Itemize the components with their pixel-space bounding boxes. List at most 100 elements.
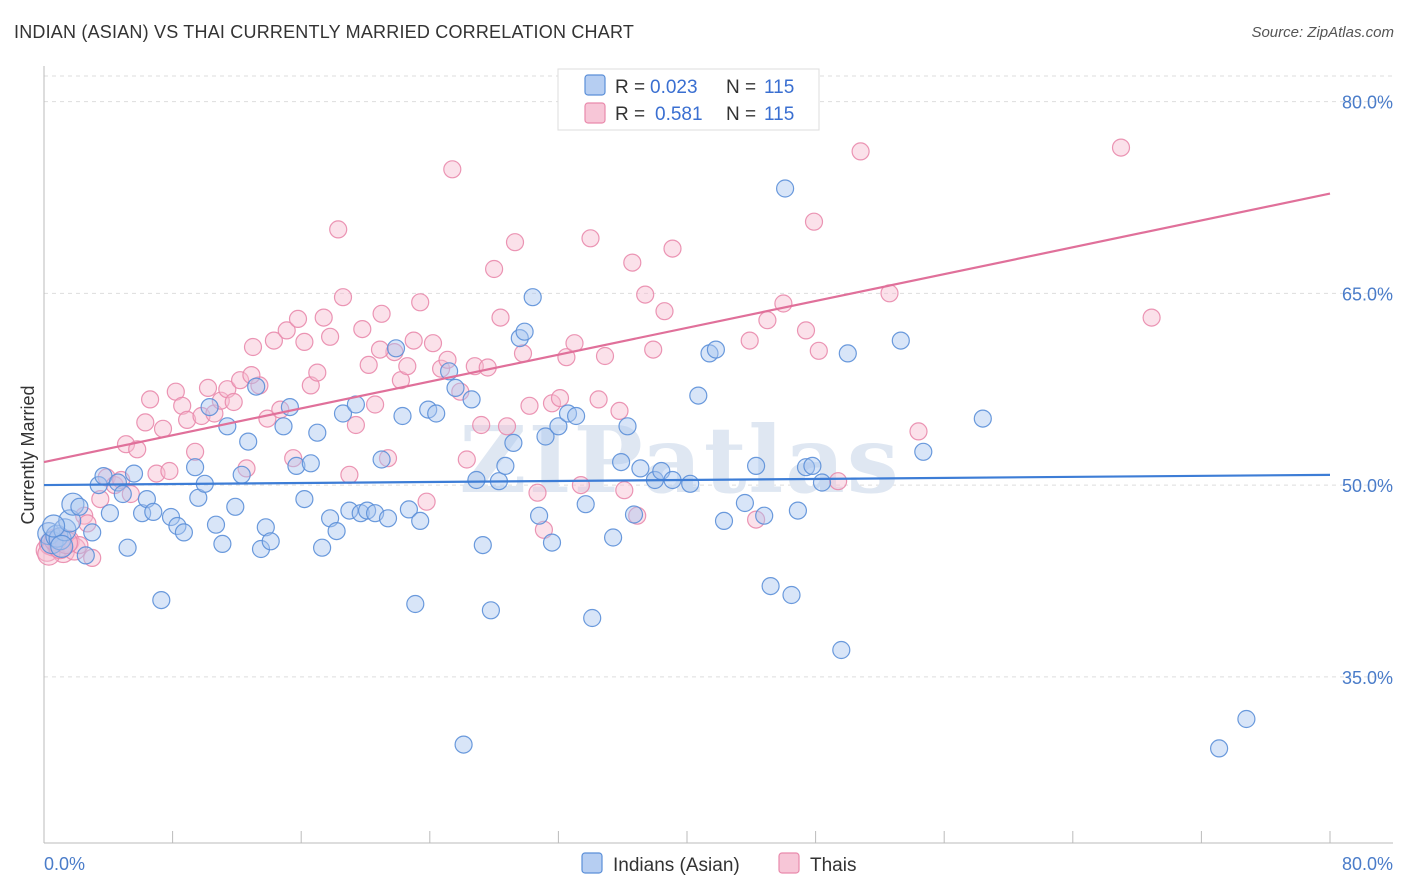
indians-point	[603, 528, 623, 547]
indians-point	[308, 423, 327, 442]
indians-point	[566, 406, 586, 426]
indians-point	[427, 404, 446, 423]
indians-points	[37, 179, 1256, 758]
indians-point	[618, 417, 637, 436]
thais-point	[141, 390, 160, 409]
indians-point	[76, 546, 95, 565]
indians-point	[529, 506, 549, 525]
indians-point	[206, 515, 226, 534]
indians-point	[200, 398, 219, 417]
thais-point	[485, 259, 504, 279]
thais-point	[534, 520, 554, 539]
thais-point	[136, 413, 155, 432]
x-tick-label: 80.0%	[1342, 854, 1393, 874]
thais-point	[411, 293, 430, 312]
thais-point	[581, 229, 600, 248]
thais-point	[333, 288, 353, 307]
thais-point	[513, 344, 533, 363]
thais-point	[288, 309, 308, 328]
indians-point	[386, 339, 406, 358]
thais-point	[804, 212, 824, 231]
thais-point	[796, 321, 816, 340]
indians-point	[239, 432, 258, 451]
indians-point	[454, 735, 473, 754]
thais-point	[740, 331, 759, 350]
indians-point	[549, 417, 568, 436]
thais-point	[329, 220, 348, 239]
indians-point	[226, 497, 245, 516]
indians-point	[796, 458, 816, 477]
thais-point	[398, 357, 417, 376]
indians-point	[83, 523, 102, 542]
legend-r-label: R =	[615, 104, 645, 125]
indians-point	[50, 534, 74, 559]
legend-swatch-thais	[584, 102, 606, 124]
indians-point	[462, 390, 481, 409]
chart-title: INDIAN (ASIAN) VS THAI CURRENTLY MARRIED…	[14, 22, 635, 42]
thais-point	[636, 285, 655, 304]
stats-legend: R = 0.023 N = 115 R = 0.581 N = 115	[557, 68, 820, 131]
indians-point	[838, 344, 857, 363]
thais-point	[359, 355, 378, 374]
legend-swatch-thais	[778, 852, 800, 874]
indians-point	[523, 288, 542, 307]
thais-point	[295, 332, 314, 351]
indians-point	[118, 538, 137, 557]
legend-swatch-indians	[584, 74, 606, 96]
thais-point	[264, 331, 283, 350]
thais-point	[550, 389, 570, 408]
indians-point	[113, 484, 132, 504]
indians-point	[735, 493, 755, 513]
thais-point	[423, 334, 443, 353]
indians-point	[340, 501, 359, 520]
thais-point	[417, 492, 436, 511]
indians-point	[803, 456, 822, 475]
thais-point	[153, 419, 173, 438]
indians-point	[536, 427, 555, 446]
indians-point	[576, 495, 595, 514]
thais-point	[231, 371, 250, 390]
thais-point	[1111, 138, 1131, 157]
thais-point	[178, 410, 197, 429]
indians-point	[755, 506, 774, 525]
axes	[43, 66, 1393, 844]
indians-point	[152, 590, 171, 610]
indians-point	[973, 409, 992, 428]
indians-point	[782, 585, 801, 605]
thais-point	[370, 340, 390, 359]
indians-point	[446, 378, 465, 397]
thais-point	[308, 363, 327, 382]
thais-point	[758, 311, 777, 330]
indians-point	[496, 456, 515, 475]
indians-point	[287, 456, 306, 475]
indians-point	[832, 640, 851, 660]
legend-r-value: 0.023	[650, 77, 698, 98]
indians-point	[313, 538, 332, 557]
y-axis-label: Currently Married	[18, 385, 38, 524]
indians-point	[168, 516, 187, 536]
indians-point	[213, 534, 232, 554]
thais-point	[314, 308, 333, 327]
indians-point	[378, 509, 398, 528]
thais-point	[595, 346, 615, 366]
indians-point	[174, 523, 193, 542]
indians-point	[218, 417, 237, 436]
legend-swatch-indians	[581, 852, 603, 874]
thais-point	[644, 340, 663, 359]
watermark: ZIPatlas	[459, 406, 900, 514]
thais-point	[404, 331, 423, 350]
indians-point	[70, 497, 89, 516]
indians-point	[161, 507, 181, 527]
thais-point	[571, 476, 591, 495]
thais-point	[589, 390, 608, 409]
thais-point	[623, 253, 642, 272]
thais-point	[491, 308, 510, 327]
legend-n-value: 115	[764, 77, 794, 98]
indians-point	[41, 514, 66, 538]
thais-point	[346, 415, 365, 435]
indians-point	[914, 442, 933, 461]
legend-r-value: 0.581	[655, 104, 703, 125]
thais-point	[1142, 308, 1161, 327]
indians-trend-line	[43, 473, 1331, 487]
thais-point	[277, 321, 296, 340]
